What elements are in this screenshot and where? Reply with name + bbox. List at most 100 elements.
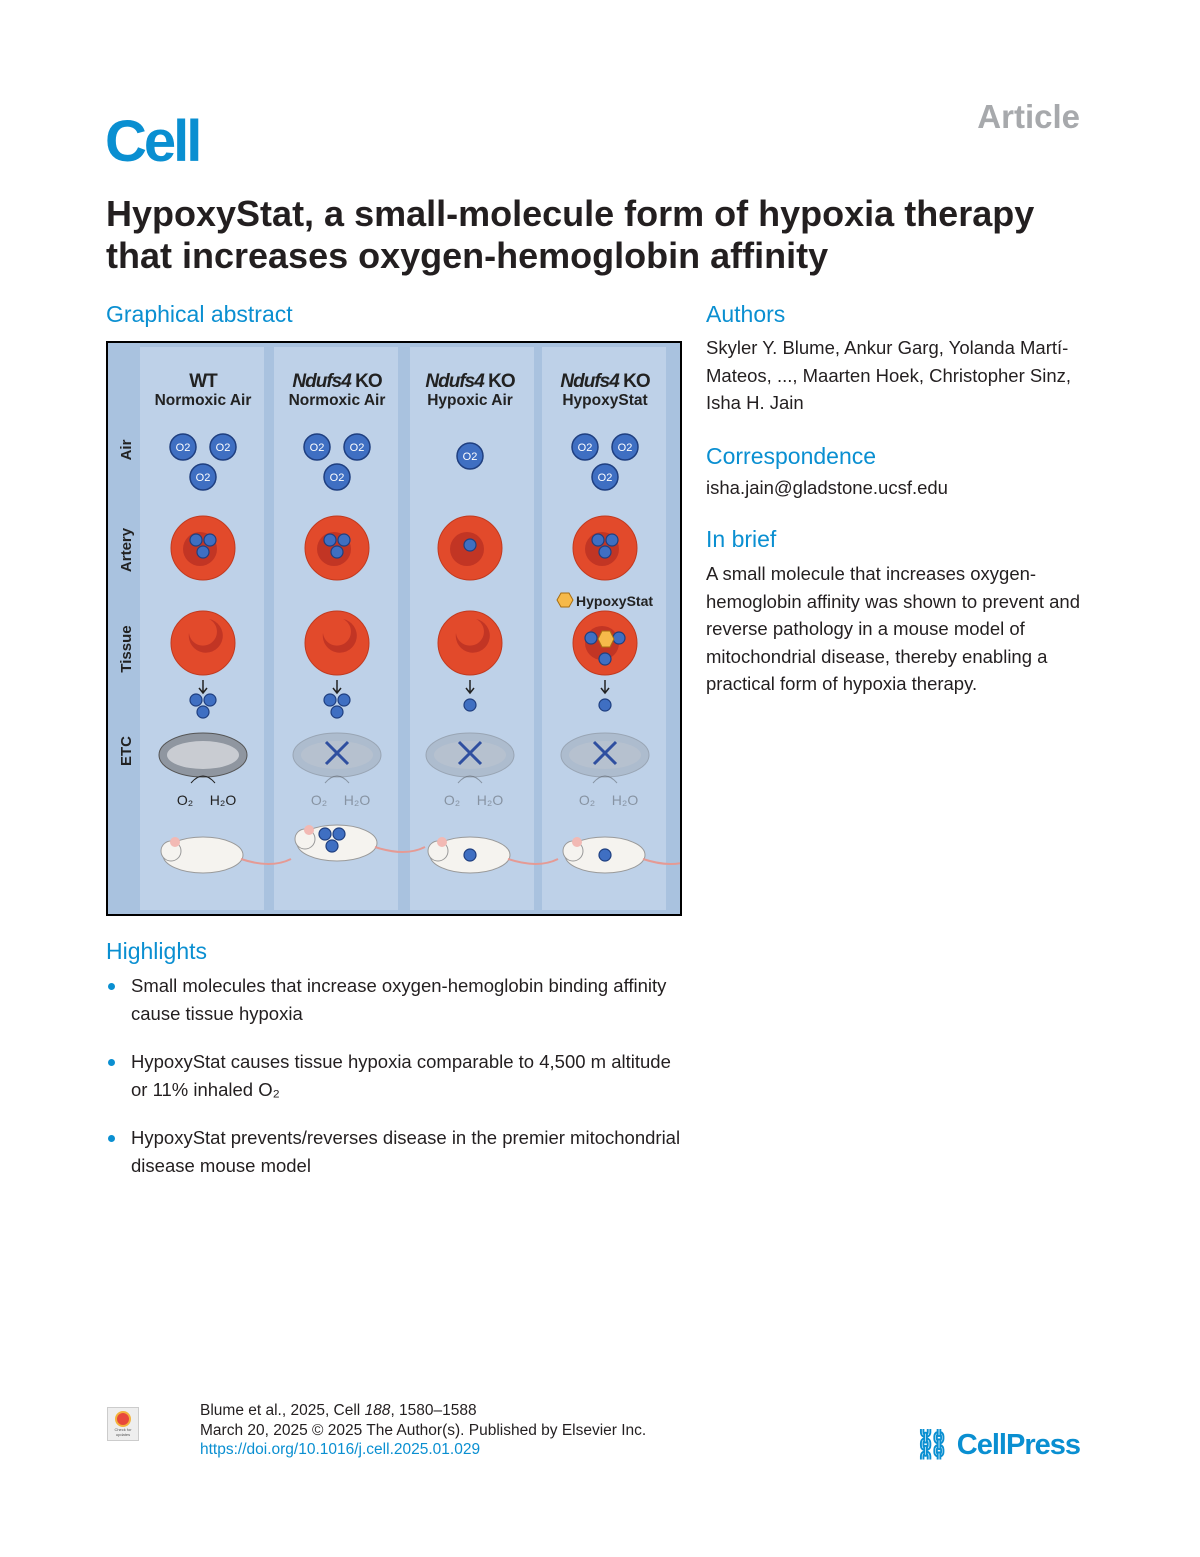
reaction-arrow-icon: [457, 775, 483, 784]
cellpress-logo: ⛓ CellPress: [913, 1429, 1081, 1461]
red-blood-cell-icon: [304, 610, 370, 676]
oxygen-dot-icon: [318, 827, 332, 841]
oxygen-dot-icon: [591, 533, 605, 547]
oxygen-molecule-icon: [571, 433, 599, 461]
rbc-center: [188, 619, 223, 653]
oxygen-dot-icon: [584, 631, 598, 645]
row-label: Artery: [118, 527, 135, 572]
blocked-x-icon: [457, 740, 483, 766]
doi-link[interactable]: https://doi.org/10.1016/j.cell.2025.01.0…: [200, 1441, 481, 1458]
hypoxystat-label: HypoxyStat: [576, 593, 653, 609]
oxygen-molecule-icon: [611, 433, 639, 461]
oxygen-label: O2: [618, 442, 633, 454]
oxygen-dot-icon: [203, 533, 217, 547]
oxygen-dot-icon: [598, 652, 612, 666]
mouse-ear: [572, 837, 582, 847]
oxygen-dot-icon: [203, 693, 217, 707]
arrow-down-icon: [600, 680, 610, 695]
oxygen-dot-icon: [612, 631, 626, 645]
mouse-tail: [507, 858, 559, 865]
column-condition: Hypoxic Air: [427, 392, 513, 409]
oxygen-dot-icon: [463, 698, 477, 712]
oxygen-dot-icon: [189, 693, 203, 707]
date-line: March 20, 2025 © 2025 The Author(s). Pub…: [200, 1421, 647, 1439]
in-brief-heading: In brief: [706, 526, 777, 552]
oxygen-dot-icon: [598, 545, 612, 559]
column-genotype: Ndufs4 KO: [560, 371, 649, 392]
arrow-down-icon: [198, 680, 208, 695]
oxygen-label: O2: [196, 472, 211, 484]
oxygen-dot-icon: [196, 545, 210, 559]
arrow-down-icon: [465, 680, 475, 695]
bullet-icon: [108, 983, 115, 990]
mouse-tail: [240, 858, 292, 865]
etc-o2-label: O₂: [177, 792, 193, 808]
oxygen-molecule-icon: [169, 433, 197, 461]
etc-h2o-label: H₂O: [210, 792, 237, 808]
rbc-center: [322, 619, 357, 653]
oxygen-dot-icon: [463, 538, 477, 552]
etc-o2-label: O₂: [579, 792, 595, 808]
column-genotype: Ndufs4 KO: [292, 371, 381, 392]
oxygen-dot-icon: [337, 533, 351, 547]
reaction-arrow-icon: [190, 775, 216, 784]
bullet-icon: [108, 1059, 115, 1066]
hypoxystat-molecule-icon: [556, 592, 574, 608]
red-blood-cell-icon: [170, 610, 236, 676]
oxygen-dot-icon: [325, 839, 339, 853]
reaction-arrow-icon: [592, 775, 618, 784]
oxygen-molecule-icon: [303, 433, 331, 461]
in-brief-text: A small molecule that increases oxygen-h…: [706, 563, 1081, 694]
graphical-abstract: Air Artery Tissue ETC WT Normoxic Air O2 O2 O2 O₂…: [106, 341, 694, 916]
etc-h2o-label: H₂O: [344, 792, 371, 808]
article-type: Article: [977, 98, 1080, 135]
row-label: Air: [118, 439, 135, 460]
row-label: Tissue: [118, 625, 135, 672]
etc-h2o-label: H₂O: [477, 792, 504, 808]
oxygen-molecule-icon: [591, 463, 619, 491]
oxygen-dot-icon: [330, 705, 344, 719]
footer-citation: Blume et al., 2025, Cell 188, 1580–1588 …: [200, 1401, 646, 1460]
correspondence-email[interactable]: isha.jain@gladstone.ucsf.edu: [706, 477, 948, 498]
oxygen-dot-icon: [332, 827, 346, 841]
check-for-updates-badge[interactable]: Check for updates: [107, 1407, 139, 1441]
column-genotype: Ndufs4 KO: [425, 371, 514, 392]
reaction-arrow-icon: [324, 775, 350, 784]
oxygen-molecule-icon: [343, 433, 371, 461]
hypoxystat-molecule-icon: [597, 630, 615, 648]
oxygen-molecule-icon: [323, 463, 351, 491]
oxygen-dot-icon: [337, 693, 351, 707]
blocked-x-icon: [592, 740, 618, 766]
highlights-list: Small molecules that increase oxygen-hem…: [106, 972, 686, 1200]
highlight-item: HypoxyStat causes tissue hypoxia compara…: [106, 1048, 686, 1104]
column-genotype: WT: [189, 371, 218, 392]
arrow-down-icon: [332, 680, 342, 695]
oxygen-label: O2: [176, 442, 191, 454]
authors-heading: Authors: [706, 301, 786, 327]
oxygen-dot-icon: [605, 533, 619, 547]
mitochondrion-inner: [167, 741, 239, 769]
oxygen-label: O2: [463, 451, 478, 463]
oxygen-label: O2: [310, 442, 325, 454]
row-label: ETC: [118, 736, 135, 766]
oxygen-dot-icon: [323, 693, 337, 707]
update-icon: [115, 1411, 131, 1427]
mouse-tail: [374, 846, 426, 853]
rbc-center: [455, 619, 490, 653]
citation-line: Blume et al., 2025, Cell 188, 1580–1588: [200, 1402, 477, 1419]
journal-logo: Cell: [105, 109, 202, 174]
highlight-item: HypoxyStat prevents/reverses disease in …: [106, 1124, 686, 1180]
oxygen-dot-icon: [189, 533, 203, 547]
paper-title: HypoxyStat, a small-molecule form of hyp…: [106, 193, 1035, 276]
column-condition: Normoxic Air: [155, 392, 252, 409]
oxygen-label: O2: [578, 442, 593, 454]
oxygen-molecule-icon: [209, 433, 237, 461]
oxygen-label: O2: [216, 442, 231, 454]
bullet-icon: [108, 1135, 115, 1142]
mouse-ear: [437, 837, 447, 847]
blocked-x-icon: [324, 740, 350, 766]
column-condition: HypoxyStat: [562, 392, 647, 409]
oxygen-molecule-icon: [456, 442, 484, 470]
